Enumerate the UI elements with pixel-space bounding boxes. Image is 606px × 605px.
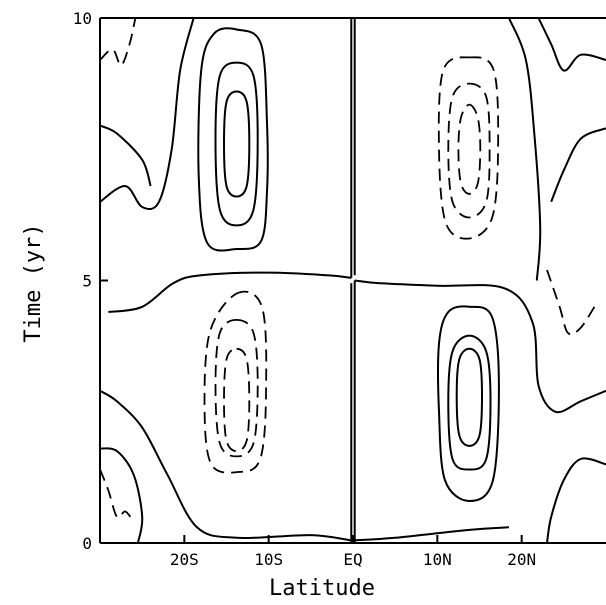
plot-area (100, 18, 606, 543)
negative-contour-28 (100, 469, 135, 523)
positive-contour-4 (447, 334, 492, 471)
positive-contour-23 (508, 18, 542, 281)
y-tick-label: 5 (82, 272, 92, 291)
positive-contour-21 (354, 526, 510, 542)
positive-contour-22 (100, 447, 144, 543)
negative-contour-11 (223, 347, 251, 453)
positive-contour-0 (197, 27, 269, 252)
positive-contour-1 (214, 61, 259, 227)
y-tick-label: 0 (82, 534, 92, 553)
positive-contour-17 (354, 279, 606, 414)
positive-contour-5 (455, 347, 484, 447)
x-tick-label: 20S (170, 550, 199, 569)
positive-contour-25 (550, 127, 606, 203)
positive-contour-2 (222, 90, 251, 198)
positive-contour-3 (437, 305, 500, 503)
negative-contour-10 (214, 319, 259, 458)
x-tick-label: 20N (507, 550, 536, 569)
negative-contour-7 (447, 82, 491, 219)
negative-contour-29 (546, 269, 599, 336)
x-tick-label: 10S (254, 550, 283, 569)
negative-contour-6 (437, 56, 500, 240)
positive-contour-20 (100, 389, 352, 542)
negative-contour-9 (203, 290, 268, 474)
x-axis: 20S 10S EQ 10N 20N (170, 535, 536, 569)
positive-contour-18 (100, 18, 195, 211)
positive-contour-24 (537, 18, 606, 72)
positive-contour-19 (100, 124, 152, 187)
positive-contour-26 (546, 457, 606, 543)
y-axis: 0 5 10 (73, 9, 108, 553)
negative-contour-27 (100, 18, 137, 67)
x-tick-label: 10N (423, 550, 452, 569)
negative-contour-8 (457, 103, 482, 195)
y-tick-label: 10 (73, 9, 92, 28)
positive-contour-16 (108, 271, 352, 313)
x-tick-label: EQ (343, 550, 362, 569)
y-axis-label: Time (yr) (21, 223, 46, 342)
x-axis-label: Latitude (269, 576, 375, 601)
